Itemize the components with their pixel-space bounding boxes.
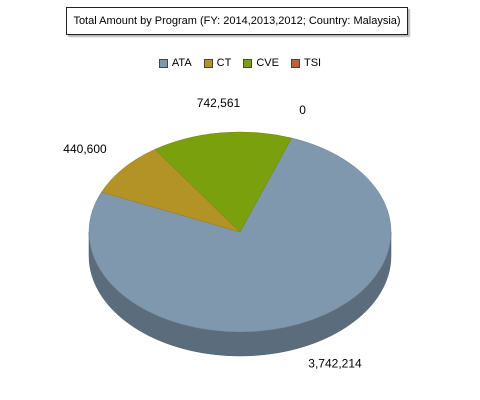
legend-label-tsi: TSI xyxy=(303,57,322,69)
chart-title: Total Amount by Program (FY: 2014,2013,2… xyxy=(66,7,408,35)
data-label-ata: 3,742,214 xyxy=(308,357,362,371)
legend-swatch-cve xyxy=(243,58,253,68)
legend-label-ata: ATA xyxy=(171,57,192,69)
legend-swatch-tsi xyxy=(290,58,300,68)
legend-label-cve: CVE xyxy=(256,57,279,69)
legend: ATA CT CVE TSI xyxy=(0,55,480,71)
data-label-ct: 440,600 xyxy=(63,142,107,156)
data-label-tsi: 0 xyxy=(299,103,306,117)
data-label-cve: 742,561 xyxy=(197,96,241,110)
legend-swatch-ct xyxy=(203,58,213,68)
legend-item-ata[interactable]: ATA xyxy=(158,57,192,69)
legend-item-tsi[interactable]: TSI xyxy=(290,57,322,69)
pie-slice-cve xyxy=(154,131,293,233)
legend-label-ct: CT xyxy=(216,57,232,69)
legend-swatch-ata xyxy=(158,58,168,68)
legend-item-ct[interactable]: CT xyxy=(203,57,232,69)
legend-item-cve[interactable]: CVE xyxy=(243,57,279,69)
pie-slice-ct xyxy=(101,149,241,233)
pie-slice-ata xyxy=(88,137,392,333)
